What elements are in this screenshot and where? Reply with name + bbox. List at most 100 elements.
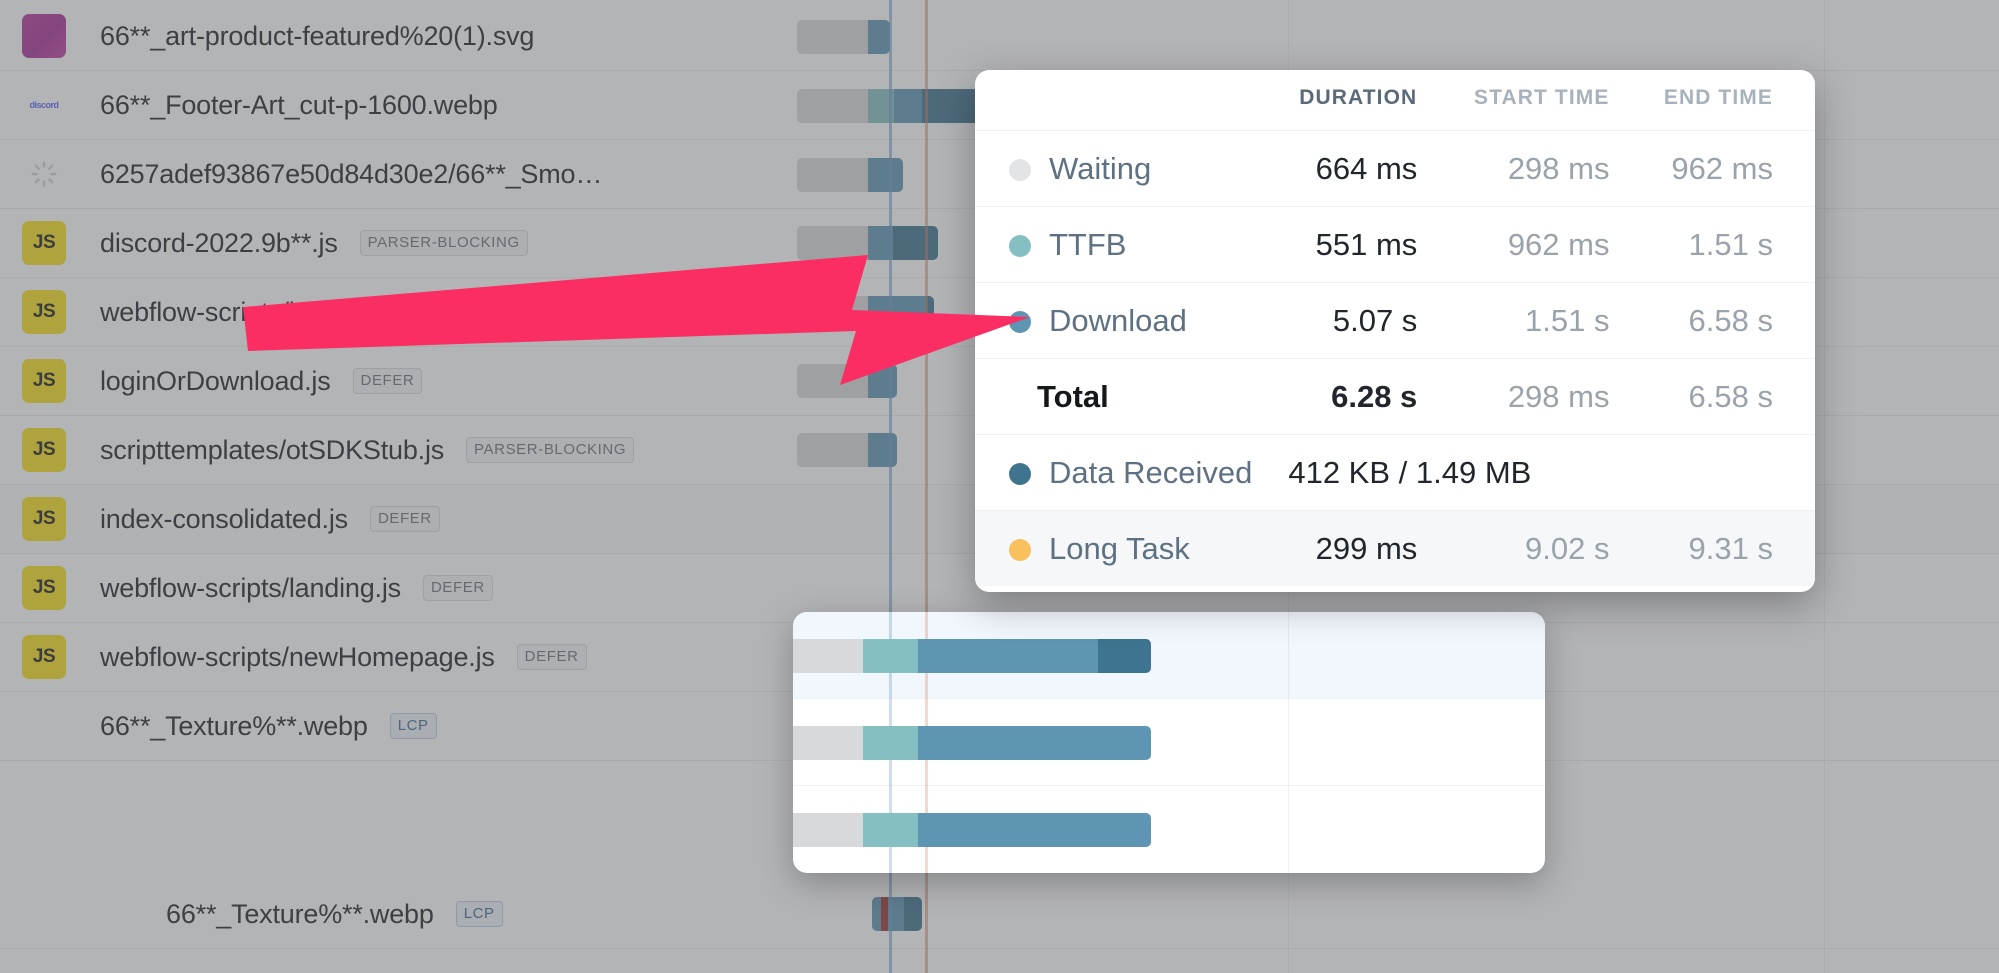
timing-row-start: 1.51 s <box>1455 282 1648 359</box>
js-file-icon: JS <box>22 221 66 265</box>
row-tag-badge: DEFER <box>442 299 513 325</box>
timing-row-label: Long Task <box>1049 530 1190 566</box>
request-bar[interactable] <box>797 158 903 192</box>
data-received-value: 412 KB / 1.49 MB <box>1282 434 1815 511</box>
row-file-name: 66**_art-product-featured%20(1).svg <box>100 20 535 51</box>
timing-row-label: Download <box>1049 302 1187 338</box>
timing-row-label-cell: TTFB <box>975 206 1283 283</box>
timing-row-start: 298 ms <box>1455 358 1648 435</box>
timing-row-duration: 664 ms <box>1282 130 1456 207</box>
timing-row-start: 298 ms <box>1455 130 1648 207</box>
row-file-name: scripttemplates/otSDKStub.js <box>100 434 445 465</box>
timing-tooltip: DURATION START TIME END TIME Waiting 664… <box>975 70 1815 592</box>
timing-row-label-cell: Data Received <box>975 434 1283 511</box>
row-file-name: webflow-scripts/newHomepage.js <box>100 641 495 672</box>
timing-table-header-row: DURATION START TIME END TIME <box>975 70 1815 131</box>
js-file-icon: JS <box>22 290 66 334</box>
timing-row-label-cell: Long Task <box>975 510 1283 586</box>
guide-line-orange <box>925 0 928 973</box>
timing-row-label: Total <box>975 358 1283 435</box>
focused-request-bar[interactable] <box>793 813 1151 847</box>
row-file-name: 66**_Texture%**.webp <box>166 898 434 929</box>
row-file-name: 66**_Texture%**.webp <box>100 710 368 741</box>
col-header-end-time: END TIME <box>1663 86 1773 109</box>
focused-rows-card <box>793 612 1545 873</box>
timing-row-start: 962 ms <box>1455 206 1648 283</box>
row-file-name: discord-2022.9b**.js <box>100 227 338 258</box>
blank-icon <box>22 704 66 748</box>
timing-table-body: Waiting 664 ms 298 ms 962 ms TTFB 551 ms… <box>975 130 1815 586</box>
gridline <box>1288 612 1289 873</box>
timing-row-label-cell: Waiting <box>975 130 1283 207</box>
request-bar[interactable] <box>797 226 938 260</box>
lcp-badge: LCP <box>455 901 503 927</box>
long-task-dot <box>1009 538 1031 561</box>
row-tag-badge: DEFER <box>352 368 423 394</box>
timing-row-end: 6.58 s <box>1647 358 1815 435</box>
row-file-name: webflow-scripts/landing.js <box>100 572 401 603</box>
row-tag-badge: PARSER-BLOCKING <box>466 437 635 463</box>
request-bar[interactable] <box>872 897 922 931</box>
row-tag-badge: PARSER-BLOCKING <box>359 230 528 256</box>
lcp-badge: LCP <box>389 713 437 739</box>
timing-row-long-task: Long Task 299 ms 9.02 s 9.31 s <box>975 510 1815 586</box>
timing-row-start: 9.02 s <box>1455 510 1648 586</box>
row-file-name: 6257adef93867e50d84d30e2/66**_Smo… <box>100 158 603 189</box>
row-file-name: webflow-scripts/bodyEnd.js <box>100 296 421 327</box>
row-file-name: index-consolidated.js <box>100 503 348 534</box>
row-tag-badge: DEFER <box>369 506 440 532</box>
waterfall-row[interactable]: 66**_art-product-featured%20(1).svg <box>0 2 1999 71</box>
timing-row-end: 1.51 s <box>1647 206 1815 283</box>
timing-row-duration: 6.28 s <box>1282 358 1456 435</box>
col-header-start-time: START TIME <box>1474 86 1610 109</box>
waiting-dot <box>1009 158 1031 181</box>
gridline <box>1824 0 1825 973</box>
timing-row-duration: 299 ms <box>1282 510 1456 586</box>
col-header-label <box>975 70 1282 131</box>
request-bar[interactable] <box>797 433 897 467</box>
focused-row[interactable] <box>793 699 1545 786</box>
blank-icon <box>22 892 66 936</box>
timing-row-label: Waiting <box>1049 150 1152 186</box>
timing-row-label-cell: Download <box>975 282 1283 359</box>
timing-row-duration: 551 ms <box>1282 206 1456 283</box>
timing-table-head: DURATION START TIME END TIME <box>975 70 1815 131</box>
focused-request-bar[interactable] <box>793 639 1151 673</box>
timing-row-waiting: Waiting 664 ms 298 ms 962 ms <box>975 130 1815 207</box>
row-tag-badge: DEFER <box>516 644 587 670</box>
focused-request-bar[interactable] <box>793 726 1151 760</box>
timing-row-end: 6.58 s <box>1647 282 1815 359</box>
waterfall-row[interactable]: 66**_Texture%**.webp LCP <box>0 692 1999 761</box>
timing-row-end: 962 ms <box>1647 130 1815 207</box>
guide-line-blue <box>889 0 892 973</box>
discord-logo-icon: discord <box>29 100 59 110</box>
request-bar[interactable] <box>797 20 890 54</box>
svg-thumbnail-icon <box>22 14 66 58</box>
timing-row-label: TTFB <box>1049 226 1127 262</box>
timing-table: DURATION START TIME END TIME Waiting 664… <box>975 70 1815 586</box>
row-file-name: 66**_Footer-Art_cut-p-1600.webp <box>100 89 498 120</box>
spinner-icon <box>22 152 66 196</box>
js-file-icon: JS <box>22 497 66 541</box>
timing-row-download: Download 5.07 s 1.51 s 6.58 s <box>975 282 1815 359</box>
timing-row-label: Data Received <box>1049 454 1253 490</box>
timing-row-duration: 5.07 s <box>1282 282 1456 359</box>
js-file-icon: JS <box>22 635 66 679</box>
timing-row-end: 9.31 s <box>1647 510 1815 586</box>
request-bar[interactable] <box>797 364 897 398</box>
col-header-duration: DURATION <box>1299 86 1418 109</box>
data-received-dot <box>1009 462 1031 485</box>
js-file-icon: JS <box>22 428 66 472</box>
timing-row-ttfb: TTFB 551 ms 962 ms 1.51 s <box>975 206 1815 283</box>
waterfall-row[interactable]: 66**_Texture%**.webp LCP <box>0 880 1999 949</box>
js-file-icon: JS <box>22 566 66 610</box>
timing-row-total: Total 6.28 s 298 ms 6.58 s <box>975 358 1815 435</box>
row-tag-badge: DEFER <box>422 575 493 601</box>
js-file-icon: JS <box>22 359 66 403</box>
download-dot <box>1009 310 1031 333</box>
ttfb-dot <box>1009 234 1031 257</box>
request-bar[interactable] <box>797 296 934 330</box>
row-file-name: loginOrDownload.js <box>100 365 331 396</box>
timing-row-data-received: Data Received 412 KB / 1.49 MB <box>975 434 1815 511</box>
